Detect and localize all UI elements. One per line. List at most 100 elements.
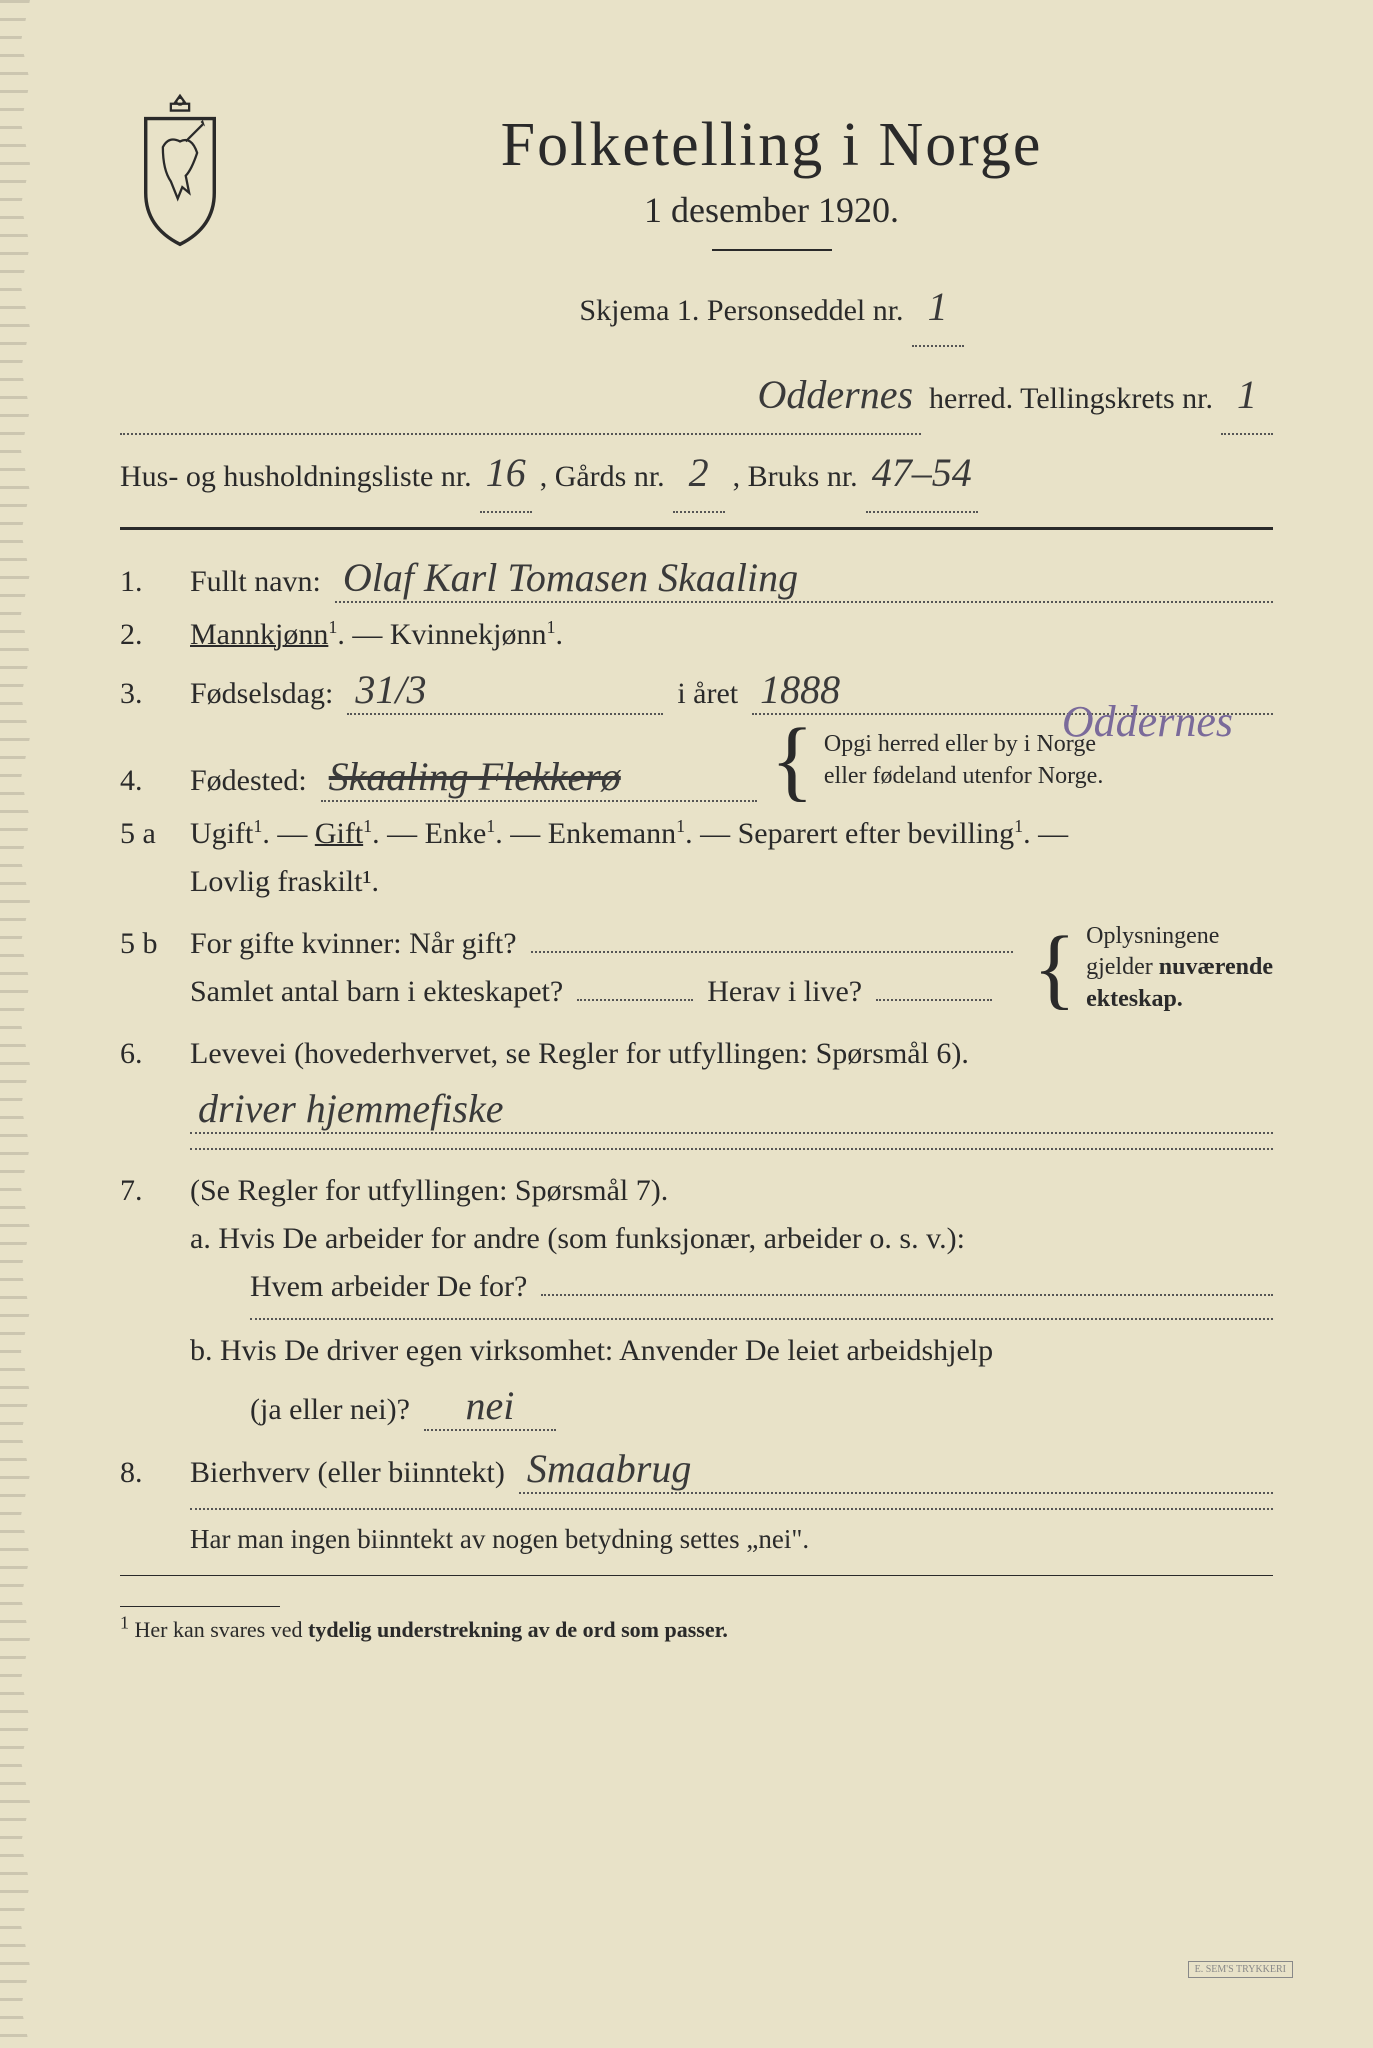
herred-label: herred. Tellingskrets nr. [929,370,1213,427]
q2-mann: Mannkjønn [190,618,328,651]
title-block: Folketelling i Norge 1 desember 1920. Sk… [270,90,1273,347]
q6-label: Levevei (hovederhvervet, se Regler for u… [190,1037,1273,1071]
q7b-value: nei [424,1382,556,1431]
q7-label: (Se Regler for utfyllingen: Spørsmål 7). [190,1174,1273,1208]
q6-value-line: driver hjemmefiske [120,1085,1273,1134]
q5b-brace-text: Oplysningene gjelder nuværende ekteskap. [1086,921,1273,1015]
herred-line: Oddernes herred. Tellingskrets nr. 1 [120,357,1273,435]
q6-num: 6. [120,1037,176,1071]
q2-sep: — [352,618,390,651]
q7b: b. Hvis De driver egen virksomhet: Anven… [190,1334,1273,1368]
q8-num: 8. [120,1456,176,1490]
q3-label: Fødselsdag: [190,677,333,711]
q4-correction: Oddernes [1062,696,1233,747]
q5b-b1: Oplysningene [1086,921,1273,952]
header: Folketelling i Norge 1 desember 1920. Sk… [120,90,1273,347]
q7-num: 7. [120,1174,176,1208]
q1-value: Olaf Karl Tomasen Skaaling [335,554,1273,603]
q7a-sub: Hvem arbeider De for? [250,1270,1273,1304]
q5b-line2b: Herav i live? [707,975,862,1009]
rule-1 [120,527,1273,530]
perforation-edge [0,0,30,2048]
q7a: a. Hvis De arbeider for andre (som funks… [190,1222,1273,1256]
husliste-nr: 16 [480,435,532,513]
q4-num: 4. [120,764,176,798]
q6-blank [120,1148,1273,1150]
q7a-fill [541,1294,1273,1296]
norway-coat-of-arms-icon [120,90,240,250]
q5b-line1a: For gifte kvinner: Når gift? [190,927,517,961]
q7b-sub-label: (ja eller nei)? [250,1393,410,1427]
q5b-line2a: Samlet antal barn i ekteskapet? [190,975,563,1009]
q5a-num: 5 a [120,817,176,851]
bruks-label: , Bruks nr. [733,448,858,505]
q7a-sub-label: Hvem arbeider De for? [250,1270,527,1304]
footnote-block: 1 Her kan svares ved tydelig understrekn… [120,1606,1273,1643]
tail-note-line: Har man ingen biinntekt av nogen betydni… [120,1524,1273,1555]
q5b-line1: 5 b For gifte kvinner: Når gift? [120,927,1013,961]
q1: 1. Fullt navn: Olaf Karl Tomasen Skaalin… [120,554,1273,603]
q5b-fill1 [531,951,1013,953]
q8-label: Bierhverv (eller biinntekt) [190,1456,505,1490]
q5a-body: Ugift1. — Gift1. — Enke1. — Enkemann1. —… [190,816,1273,851]
q7: 7. (Se Regler for utfyllingen: Spørsmål … [120,1174,1273,1208]
q5b: 5 b For gifte kvinner: Når gift? Samlet … [120,913,1273,1023]
q5b-fill3 [876,999,992,1001]
q4-label: Fødested: [190,764,307,798]
q8: 8. Bierhverv (eller biinntekt) Smaabrug [120,1445,1273,1494]
q6: 6. Levevei (hovederhvervet, se Regler fo… [120,1037,1273,1071]
q4-note2: eller fødeland utenfor Norge. [824,761,1103,792]
q2-kvinne: Kvinnekjønn [390,618,547,651]
q7a-blank [250,1318,1273,1320]
q7b-sub: (ja eller nei)? nei [250,1382,1273,1431]
q5b-fill2 [577,999,693,1001]
q5b-brace: { Oplysningene gjelder nuværende ekteska… [1033,921,1273,1015]
gards-nr: 2 [673,435,725,513]
q8-blank-fill [190,1508,1273,1510]
tail-note: Har man ingen biinntekt av nogen betydni… [190,1524,809,1555]
footnote-rule [120,1606,280,1607]
husliste-line: Hus- og husholdningsliste nr. 16 , Gårds… [120,435,1273,513]
q5b-line2: Samlet antal barn i ekteskapet? Herav i … [120,975,1013,1009]
gards-label: , Gårds nr. [540,448,665,505]
q4-brace: { Opgi herred eller by i Norge eller fød… [771,729,1104,792]
q2: 2. Mannkjønn1. — Kvinnekjønn1. [120,617,1273,652]
q2-body: Mannkjønn1. — Kvinnekjønn1. [190,617,1273,652]
q5a-cont: Lovlig fraskilt¹. [120,865,1273,899]
census-form-page: Folketelling i Norge 1 desember 1920. Sk… [0,0,1373,2048]
q8-blank [120,1508,1273,1510]
q5b-b3: ekteskap. [1086,986,1183,1012]
q5b-b2b: nuværende [1159,954,1273,980]
q1-num: 1. [120,565,176,599]
q5b-num: 5 b [120,927,176,961]
q8-value: Smaabrug [519,1445,1273,1494]
q6-blank-fill [190,1148,1273,1150]
q7a-blank-fill [250,1318,1273,1320]
tellingskrets-nr: 1 [1221,357,1273,435]
q5a-opts2: Lovlig fraskilt¹. [190,865,1273,899]
rule-2 [120,1575,1273,1576]
husliste-label: Hus- og husholdningsliste nr. [120,448,472,505]
printer-stamp: E. SEM'S TRYKKERI [1188,1961,1293,1978]
q3-day: 31/3 [347,666,663,715]
main-title: Folketelling i Norge [270,110,1273,181]
q7b-label: b. Hvis De driver egen virksomhet: Anven… [190,1334,1273,1368]
q4-value-struck: Skaaling Flekkerø [321,753,757,802]
herred-value: Oddernes [120,357,921,435]
brace-icon: { [1033,937,1076,1000]
q5a: 5 a Ugift1. — Gift1. — Enke1. — Enkemann… [120,816,1273,851]
q3: 3. Fødselsdag: 31/3 i året 1888 Oddernes [120,666,1273,715]
q7a-label: a. Hvis De arbeider for andre (som funks… [190,1222,1273,1256]
q3-num: 3. [120,677,176,711]
personseddel-nr: 1 [912,269,964,347]
q6-value: driver hjemmefiske [190,1085,1273,1134]
q1-label: Fullt navn: [190,565,321,599]
subtitle-date: 1 desember 1920. [270,189,1273,231]
title-divider [712,249,832,251]
q3-year-label: i året [677,677,738,711]
brace-icon: { [771,729,814,792]
bruks-nr: 47–54 [866,435,978,513]
skjema-label: Skjema 1. Personseddel nr. [579,282,903,339]
q2-num: 2. [120,618,176,652]
skjema-line: Skjema 1. Personseddel nr. 1 [270,269,1273,347]
